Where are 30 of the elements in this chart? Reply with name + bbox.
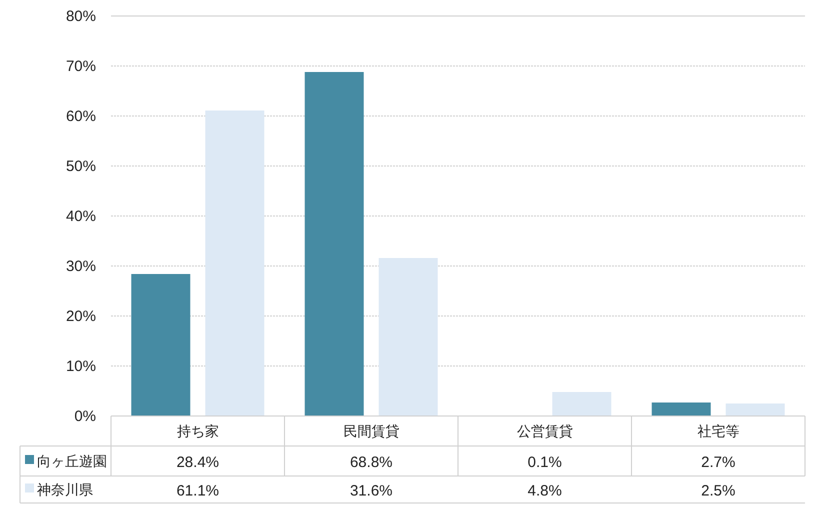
y-tick-label: 60% [66, 108, 96, 125]
bar [552, 392, 612, 416]
bar [205, 110, 264, 416]
bar [652, 402, 711, 416]
y-tick-label: 30% [66, 258, 96, 275]
y-tick-label: 0% [74, 408, 96, 425]
bar [304, 72, 364, 416]
x-tick-label: 民間賃貸 [343, 423, 400, 439]
bar [131, 274, 190, 416]
legend-label: 神奈川県 [37, 482, 93, 498]
data-label: 2.7% [701, 454, 736, 471]
y-tick-label: 40% [66, 208, 96, 225]
data-label: 0.1% [528, 454, 562, 471]
x-tick-label: 持ち家 [176, 423, 219, 439]
x-tick-label: 公営賃貸 [516, 423, 573, 439]
data-label: 61.1% [176, 482, 220, 500]
data-label: 2.5% [701, 482, 736, 500]
data-label: 31.6% [350, 482, 393, 500]
legend-label: 向ヶ丘遊園 [37, 453, 107, 469]
y-tick-label: 10% [66, 358, 96, 375]
bar [378, 258, 438, 416]
y-tick-label: 20% [66, 308, 96, 325]
bar [726, 404, 785, 416]
y-tick-label: 50% [66, 158, 96, 175]
x-tick-label: 社宅等 [697, 423, 740, 439]
data-label: 28.4% [176, 454, 220, 471]
y-tick-label: 80% [66, 8, 96, 25]
data-label: 4.8% [528, 482, 562, 500]
data-label: 68.8% [350, 454, 393, 471]
y-tick-label: 70% [66, 58, 96, 75]
